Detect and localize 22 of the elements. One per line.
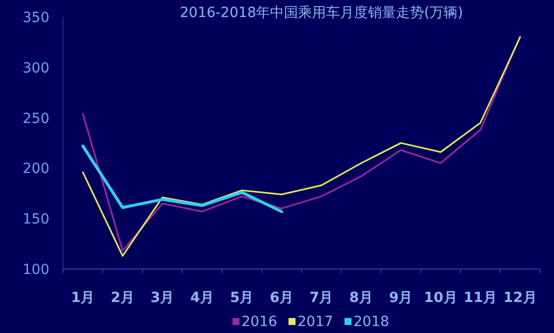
x-tick-label: 12月 [503,290,537,306]
y-tick-label: 350 [22,10,50,26]
y-tick-label: 250 [22,110,50,127]
x-tick-label: 9月 [389,290,413,306]
x-tick-label: 11月 [464,290,498,306]
y-tick-label: 100 [22,262,50,278]
x-tick-label: 8月 [349,290,373,306]
legend-label: 2017 [298,314,334,330]
x-tick-label: 6月 [270,290,294,306]
x-tick-label: 1月 [71,290,95,306]
x-tick-label: 4月 [190,290,214,306]
legend-label: 2016 [242,314,278,330]
x-tick-label: 7月 [310,290,334,306]
x-tick-label: 10月 [424,290,458,306]
legend-label: 2018 [354,314,390,330]
y-tick-label: 200 [22,161,50,178]
x-tick-label: 5月 [230,290,254,306]
y-tick-label: 150 [22,212,50,228]
x-tick-label: 2月 [110,290,134,306]
title: 2016-2018年中国乘用车月度销量走势(万辆) [180,5,464,21]
x-tick-label: 3月 [150,290,174,306]
y-tick-label: 300 [22,60,50,76]
